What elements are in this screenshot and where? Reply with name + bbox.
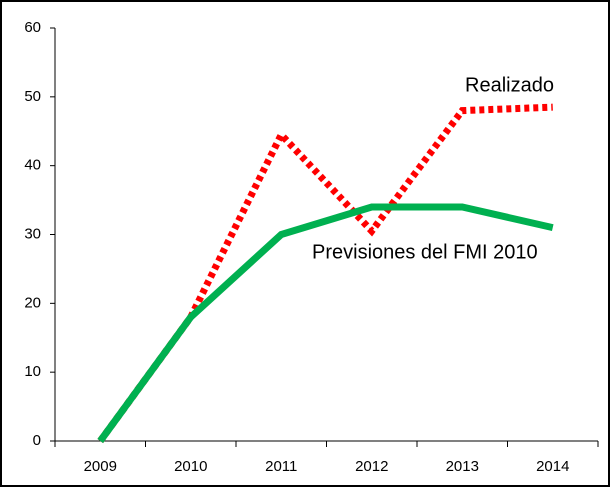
y-tick-label: 10 — [24, 363, 41, 380]
x-tick-label: 2013 — [446, 458, 479, 475]
series-label: Previsiones del FMI 2010 — [312, 241, 538, 263]
x-tick-label: 2010 — [174, 458, 207, 475]
x-tick-label: 2012 — [355, 458, 388, 475]
y-tick-label: 50 — [24, 88, 41, 105]
series-line — [97, 203, 554, 444]
x-tick-label: 2011 — [265, 458, 297, 475]
y-tick-label: 0 — [33, 432, 41, 449]
x-tick-label: 2009 — [84, 458, 117, 475]
series-label: Realizado — [465, 74, 554, 96]
x-tick-label: 2014 — [536, 458, 569, 475]
y-tick-label: 60 — [24, 19, 41, 36]
y-tick-label: 20 — [24, 294, 41, 311]
y-tick-label: 30 — [24, 225, 41, 242]
y-tick-label: 40 — [24, 157, 41, 174]
